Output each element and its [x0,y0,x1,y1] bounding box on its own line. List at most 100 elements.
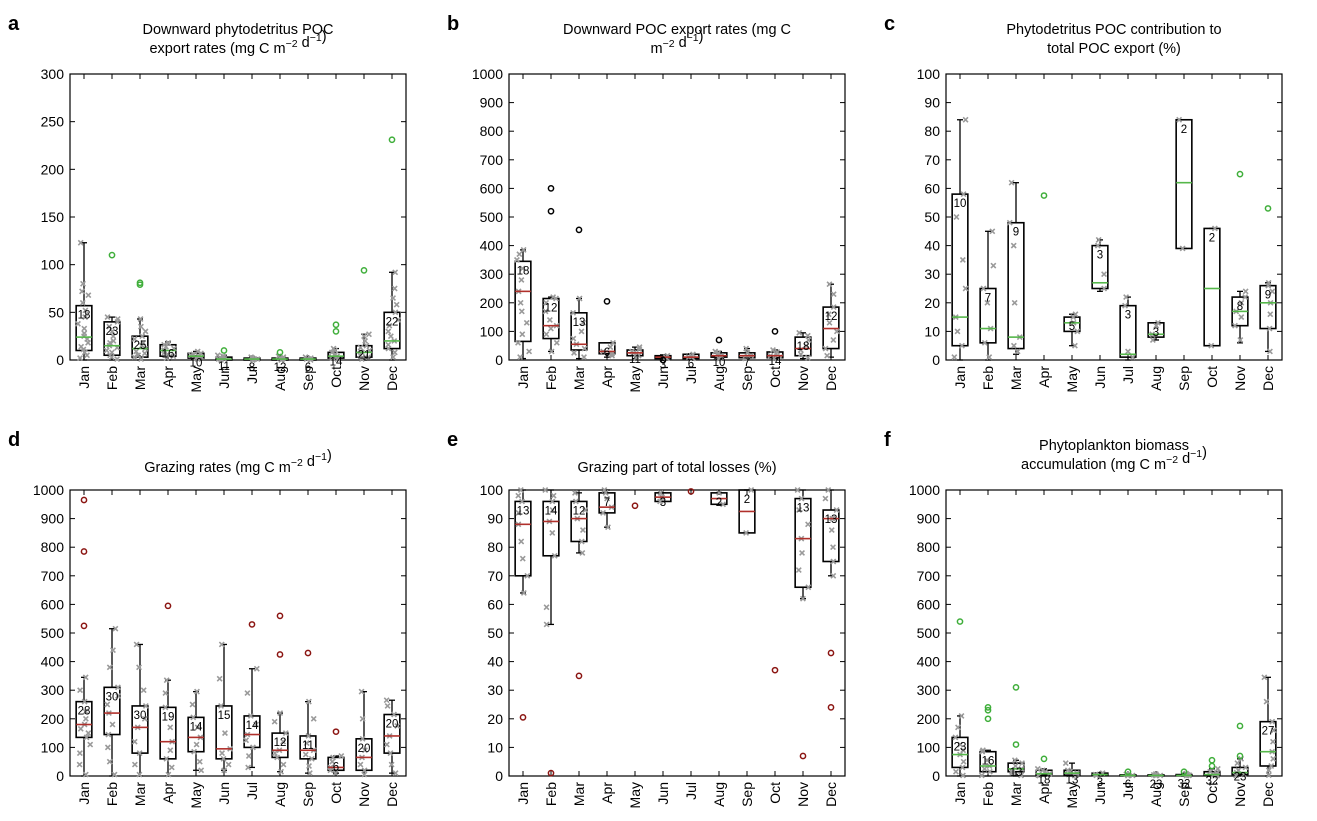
x-tick-label: Nov [795,366,811,391]
y-tick-label: 500 [917,625,941,641]
x-tick-label: Aug [272,782,288,807]
data-point [517,487,524,493]
sample-size-label: 9 [1013,227,1019,239]
data-point [1261,674,1268,681]
y-tick-label: 100 [917,739,941,755]
data-point [165,339,172,346]
data-point [548,348,555,355]
box-nov: 21 [355,267,373,363]
data-point [551,552,558,559]
data-point [110,337,117,344]
outlier-point [360,267,368,274]
y-tick-label: 30 [487,682,503,698]
y-tick-label: 0 [56,768,64,784]
data-point [114,684,121,691]
data-point [274,754,281,761]
data-point [1012,763,1019,769]
x-tick-label: Mar [132,366,148,390]
panel-letter: b [447,13,459,35]
x-tick-label: May [627,366,643,392]
x-tick-label: Nov [795,782,811,807]
data-point [358,688,365,695]
y-tick-label: 250 [41,114,65,130]
data-point [986,354,993,361]
panel-title-line: m−2 d−1) [651,29,704,57]
x-tick-label: Jun [655,782,671,805]
x-tick-label: Feb [543,782,559,806]
sample-size-label: 3 [660,497,666,509]
plot-frame [945,489,1283,777]
data-point [1267,348,1273,355]
x-tick-label: Nov [356,782,372,807]
y-tick-label: 0 [932,768,940,784]
data-point [1270,755,1277,762]
data-point [253,665,260,672]
panel-d: d Grazing rates (mg C m−2 d−1) 0 100 200 300 4… [8,429,407,808]
data-point [391,349,398,356]
outlier-point [984,706,992,714]
box-sep: 11 [299,649,317,777]
data-point [826,281,833,288]
sample-size-label: 3 [1097,250,1103,262]
y-tick-label: 20 [487,711,503,727]
y-tick-label: 10 [924,323,940,339]
data-point [142,328,149,335]
data-point [77,239,84,246]
data-point [515,509,522,516]
x-tick-label: Feb [980,782,996,806]
data-point [519,265,526,272]
box-iqr [187,716,205,753]
data-point [245,753,252,759]
outlier-point [276,651,284,658]
data-point [959,256,966,263]
sample-size-label: 10 [713,357,726,369]
data-point [131,738,138,745]
data-point [515,492,522,499]
data-point [524,572,531,579]
y-tick-label: 300 [917,682,941,698]
box-iqr [794,497,812,589]
x-tick-label: Sep [1176,366,1192,391]
x-tick-label: Mar [1008,782,1024,806]
data-point [549,498,556,505]
data-point [141,715,148,722]
data-point [979,747,986,754]
data-point [1101,271,1107,278]
sample-size-label: 23 [1150,779,1163,791]
box-iqr [103,321,121,357]
data-point [75,320,81,327]
data-point [387,750,394,757]
box-aug: 12 [271,349,289,374]
y-tick-label: 1000 [33,482,64,498]
outlier-point [827,649,835,657]
data-point [712,348,719,355]
data-point [1125,348,1131,355]
data-point [1268,763,1275,769]
y-tick-label: 50 [48,304,64,320]
box-mar: 25 [131,279,149,363]
panel-title-line: Phytoplankton biomass [1039,438,1189,454]
panel-title-line: total POC export (%) [1047,41,1181,57]
data-point [1267,311,1274,318]
sample-size-label: 16 [982,756,995,768]
data-point [1238,314,1245,321]
data-point [953,214,960,220]
outlier-point [547,769,555,777]
box-iqr [1063,316,1081,333]
box-mar: 13 [1007,683,1026,779]
data-point [221,767,228,774]
data-point [81,325,88,332]
y-tick-label: 300 [41,66,65,82]
box-iqr [570,312,588,351]
data-point [394,722,401,729]
data-point [104,701,111,708]
box-iqr [598,492,616,514]
data-point [1238,299,1245,306]
sample-size-label: 30 [106,691,119,703]
sample-size-label: 7 [604,497,610,509]
data-point [139,333,146,340]
data-point [140,687,147,694]
sample-size-label: 18 [517,265,530,277]
data-point [825,487,832,493]
data-point [803,342,810,349]
